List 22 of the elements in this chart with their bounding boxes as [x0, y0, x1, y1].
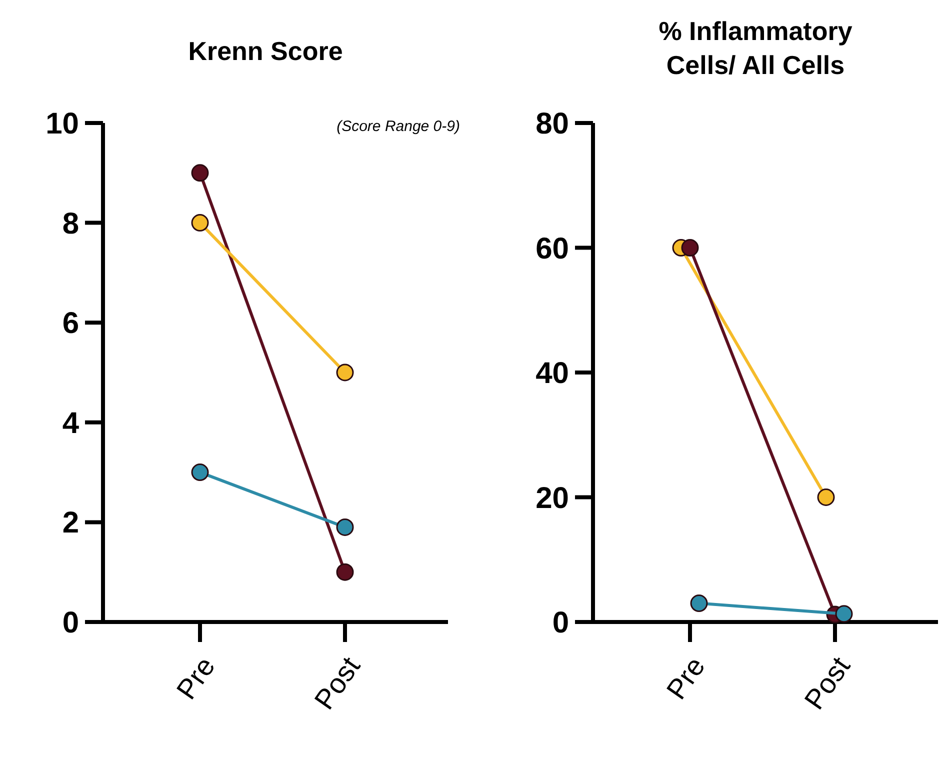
y-tick-label: 60: [536, 232, 569, 266]
y-tick-label: 80: [536, 108, 569, 140]
y-tick-label: 8: [62, 207, 79, 240]
point: [336, 563, 354, 581]
x-tick-label: Pre: [170, 651, 221, 705]
y-tick-label: 10: [46, 108, 79, 140]
point: [191, 464, 209, 482]
y-tick-label: 6: [62, 307, 79, 340]
chart-title: Krenn Score: [188, 36, 343, 66]
y-tick-label: 2: [62, 506, 79, 540]
point: [336, 364, 354, 382]
annotation: (Score Range 0-9): [336, 118, 460, 135]
point: [336, 518, 354, 536]
y-tick-label: 0: [552, 606, 569, 640]
x-tick-label: Pre: [660, 651, 711, 705]
point: [191, 214, 209, 232]
y-tick-label: 0: [62, 606, 79, 640]
y-tick-label: 40: [536, 357, 569, 390]
y-tick-label: 4: [62, 406, 80, 440]
point: [191, 164, 209, 182]
chart-title: % Inflammatory Cells/ All Cells: [658, 16, 853, 80]
y-tick-label: 20: [536, 482, 569, 515]
